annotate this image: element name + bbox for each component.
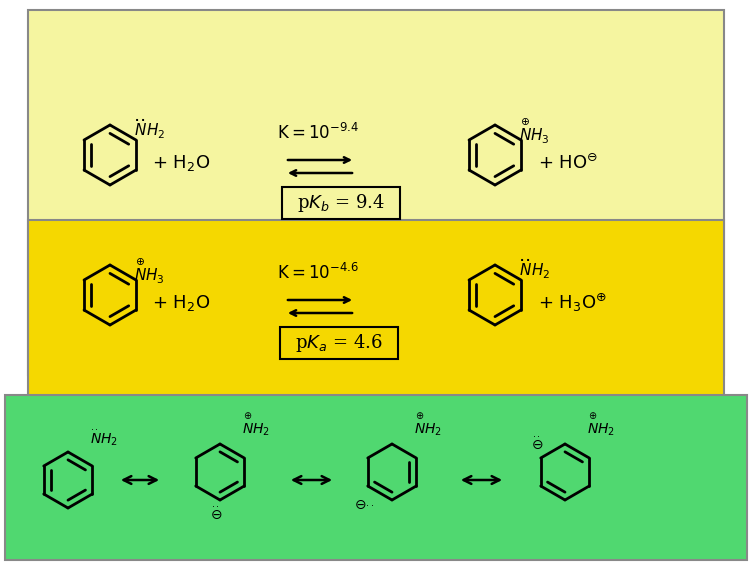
Bar — [282, 187, 400, 219]
Text: $\overset{\mathbf{..}}{N}H_2$: $\overset{\mathbf{..}}{N}H_2$ — [519, 257, 550, 281]
Text: $\mathsf{+\ H_2O}$: $\mathsf{+\ H_2O}$ — [152, 293, 211, 313]
Bar — [28, 10, 724, 375]
Bar — [28, 220, 724, 420]
Text: $\mathsf{+\ HO^{\ominus}}$: $\mathsf{+\ HO^{\ominus}}$ — [538, 153, 598, 173]
Text: $\mathsf{+\ H_3O^{\oplus}}$: $\mathsf{+\ H_3O^{\oplus}}$ — [538, 292, 607, 314]
Text: $\overset{\mathbf{..}}{N}H_2$: $\overset{\mathbf{..}}{N}H_2$ — [134, 117, 165, 141]
Text: p$\mathit{K}_b$ = 9.4: p$\mathit{K}_b$ = 9.4 — [297, 192, 385, 214]
Text: $\overset{\oplus}{N}H_2$: $\overset{\oplus}{N}H_2$ — [242, 411, 270, 438]
Text: $\mathsf{K = 10^{-9.4}}$: $\mathsf{K = 10^{-9.4}}$ — [277, 123, 359, 143]
Text: $\overset{..}{N}H_2$: $\overset{..}{N}H_2$ — [90, 428, 118, 448]
Text: $\mathsf{K = 10^{-4.6}}$: $\mathsf{K = 10^{-4.6}}$ — [277, 263, 359, 283]
Bar — [280, 327, 398, 359]
Bar — [5, 395, 747, 560]
Text: $\overset{\oplus}{N}H_3$: $\overset{\oplus}{N}H_3$ — [134, 257, 165, 286]
Text: p$\mathit{K}_a$ = 4.6: p$\mathit{K}_a$ = 4.6 — [296, 332, 383, 354]
Text: $\mathsf{+\ H_2O}$: $\mathsf{+\ H_2O}$ — [152, 153, 211, 173]
Text: $\ominus\overset{..}{}$: $\ominus\overset{..}{}$ — [353, 498, 374, 512]
Text: $\overset{\oplus}{N}H_2$: $\overset{\oplus}{N}H_2$ — [414, 411, 442, 438]
Text: $\overset{..}{\ominus}$: $\overset{..}{\ominus}$ — [210, 506, 222, 522]
Text: $\overset{\oplus}{N}H_2$: $\overset{\oplus}{N}H_2$ — [587, 411, 615, 438]
Text: $\overset{\oplus}{N}H_3$: $\overset{\oplus}{N}H_3$ — [519, 117, 550, 146]
Text: $\overset{..}{\ominus}$: $\overset{..}{\ominus}$ — [531, 436, 543, 452]
